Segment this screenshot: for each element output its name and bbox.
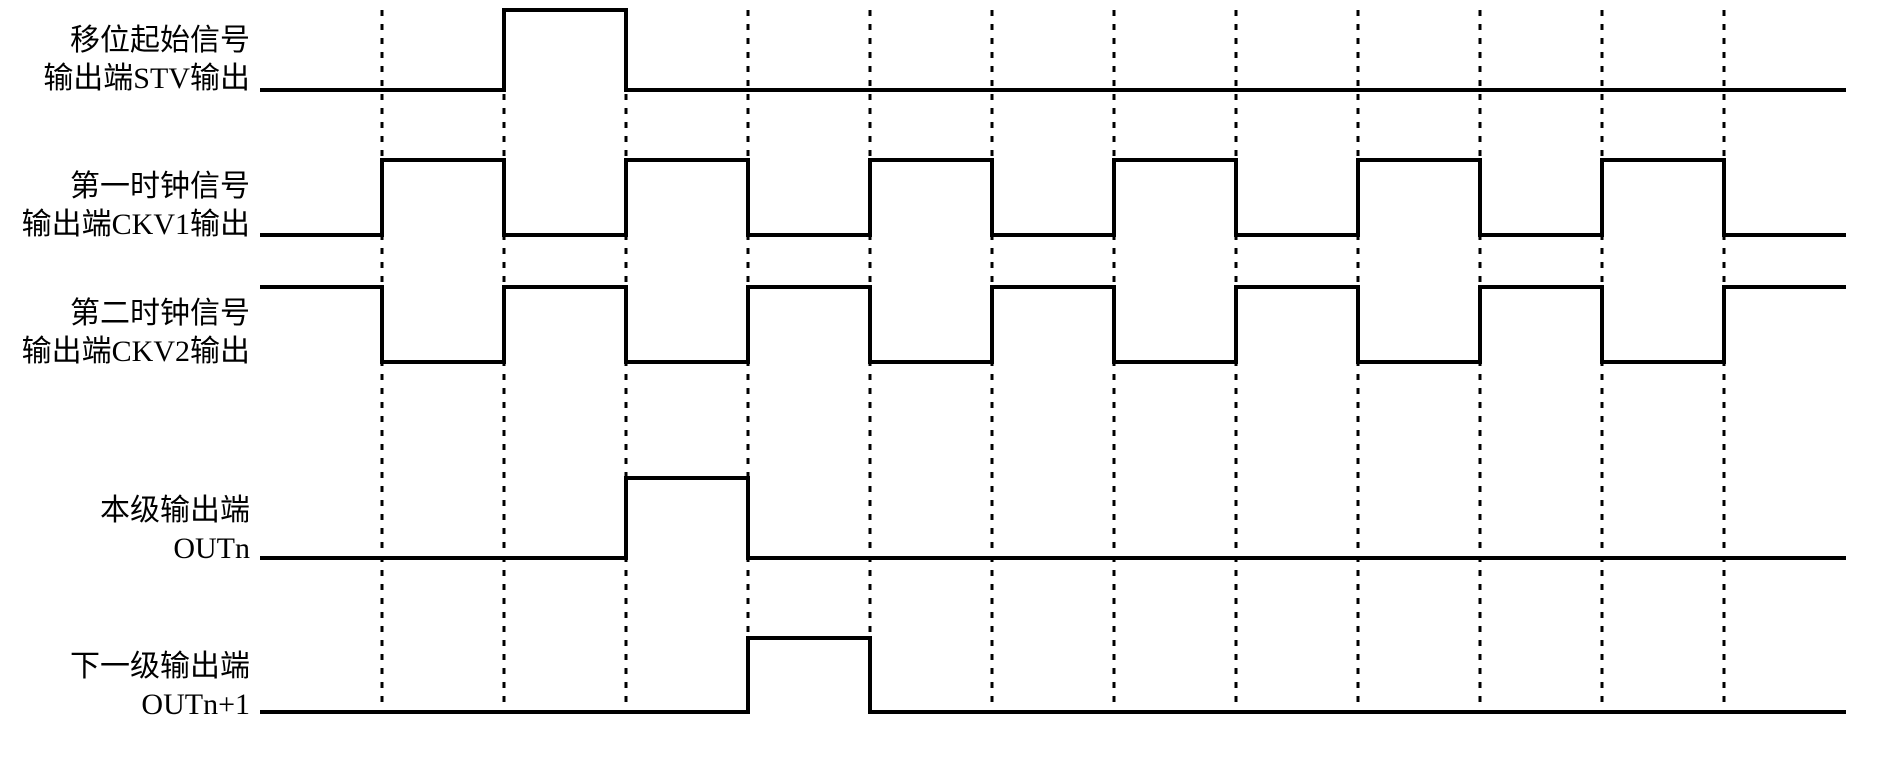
signal-label-outn: 本级输出端OUTn	[100, 492, 250, 567]
signal-label-line2: 输出端CKV2输出	[22, 333, 250, 371]
waveform-svg	[0, 0, 1885, 763]
signal-label-line1: 移位起始信号	[43, 22, 250, 60]
signal-label-outn1: 下一级输出端OUTn+1	[70, 648, 250, 723]
signal-label-ckv1: 第一时钟信号输出端CKV1输出	[22, 168, 250, 243]
signal-label-line2: 输出端STV输出	[43, 60, 250, 98]
signal-label-line1: 本级输出端	[100, 492, 250, 530]
signal-label-ckv2: 第二时钟信号输出端CKV2输出	[22, 295, 250, 370]
waveform-outn1	[260, 638, 1846, 712]
timing-diagram: 移位起始信号输出端STV输出第一时钟信号输出端CKV1输出第二时钟信号输出端CK…	[0, 0, 1885, 763]
signal-label-line1: 第二时钟信号	[22, 295, 250, 333]
signal-label-line2: 输出端CKV1输出	[22, 206, 250, 244]
signal-label-stv: 移位起始信号输出端STV输出	[43, 22, 250, 97]
waveform-stv	[260, 10, 1846, 90]
signal-label-line1: 第一时钟信号	[22, 168, 250, 206]
waveform-ckv2	[260, 287, 1846, 362]
signal-label-line1: 下一级输出端	[70, 648, 250, 686]
signal-label-line2: OUTn+1	[70, 686, 250, 724]
waveform-ckv1	[260, 160, 1846, 235]
signal-label-line2: OUTn	[100, 530, 250, 568]
waveform-outn	[260, 478, 1846, 558]
